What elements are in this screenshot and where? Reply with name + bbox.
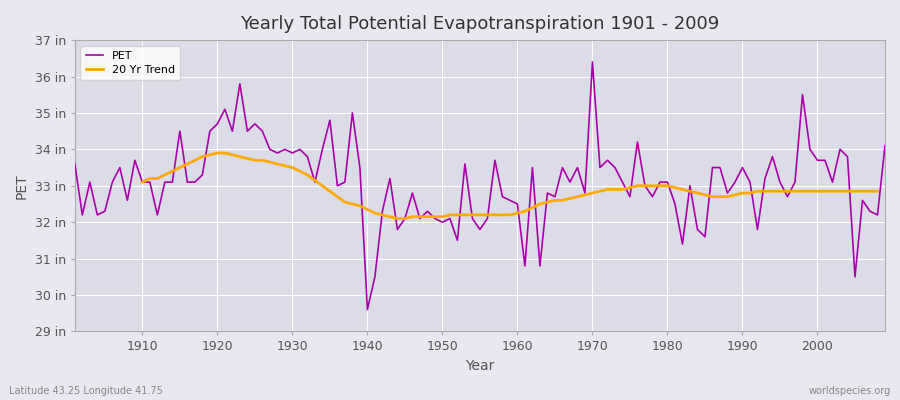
20 Yr Trend <box>519 209 530 214</box>
PET <box>69 162 80 166</box>
PET <box>879 143 890 148</box>
Text: Latitude 43.25 Longitude 41.75: Latitude 43.25 Longitude 41.75 <box>9 386 163 396</box>
20 Yr Trend <box>872 189 883 194</box>
Line: PET: PET <box>75 62 885 310</box>
20 Yr Trend <box>370 211 381 216</box>
PET <box>587 60 598 64</box>
20 Yr Trend <box>730 192 741 197</box>
20 Yr Trend <box>339 200 350 204</box>
X-axis label: Year: Year <box>465 359 495 373</box>
Title: Yearly Total Potential Evapotranspiration 1901 - 2009: Yearly Total Potential Evapotranspiratio… <box>240 15 719 33</box>
20 Yr Trend <box>542 200 553 204</box>
PET <box>130 158 140 163</box>
20 Yr Trend <box>317 183 328 188</box>
20 Yr Trend <box>212 150 223 155</box>
Legend: PET, 20 Yr Trend: PET, 20 Yr Trend <box>80 46 180 80</box>
Text: worldspecies.org: worldspecies.org <box>809 386 891 396</box>
Y-axis label: PET: PET <box>15 173 29 198</box>
20 Yr Trend <box>392 216 403 221</box>
PET <box>339 180 350 184</box>
PET <box>617 180 628 184</box>
PET <box>362 307 373 312</box>
PET <box>512 202 523 206</box>
PET <box>294 147 305 152</box>
PET <box>519 264 530 268</box>
20 Yr Trend <box>137 180 148 184</box>
Line: 20 Yr Trend: 20 Yr Trend <box>142 153 878 218</box>
